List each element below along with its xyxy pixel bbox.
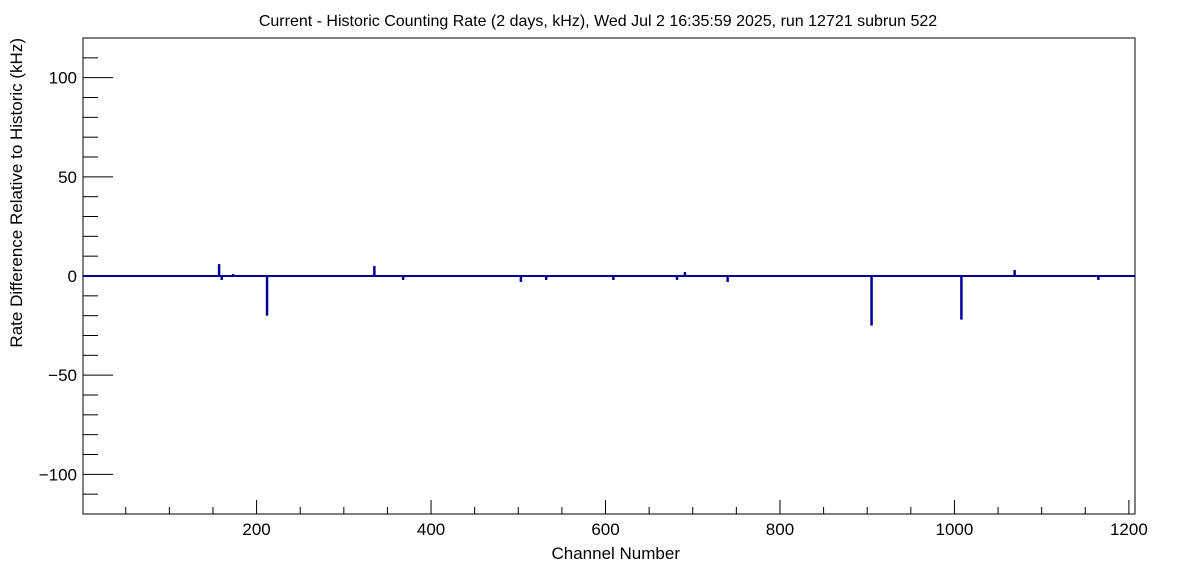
y-tick-label: −100 bbox=[39, 465, 77, 484]
x-tick-label: 200 bbox=[242, 520, 270, 539]
chart-title: Current - Historic Counting Rate (2 days… bbox=[259, 13, 937, 30]
y-tick-label: −50 bbox=[48, 366, 77, 385]
y-axis-label: Rate Difference Relative to Historic (kH… bbox=[7, 38, 26, 348]
x-axis-tick-labels: 200 400 600 800 1000 1200 bbox=[242, 520, 1147, 539]
x-axis-ticks bbox=[125, 500, 1130, 514]
x-tick-label: 600 bbox=[591, 520, 619, 539]
y-tick-label: 100 bbox=[49, 69, 77, 88]
x-tick-label: 400 bbox=[417, 520, 445, 539]
series-spikes bbox=[217, 264, 1100, 326]
y-tick-label: 0 bbox=[68, 267, 77, 286]
x-tick-label: 800 bbox=[766, 520, 794, 539]
y-axis-tick-labels: −100 −50 0 50 100 bbox=[39, 69, 77, 485]
x-tick-label: 1000 bbox=[936, 520, 974, 539]
x-tick-label: 1200 bbox=[1110, 520, 1148, 539]
y-tick-label: 50 bbox=[58, 168, 77, 187]
x-axis-label: Channel Number bbox=[551, 544, 680, 563]
